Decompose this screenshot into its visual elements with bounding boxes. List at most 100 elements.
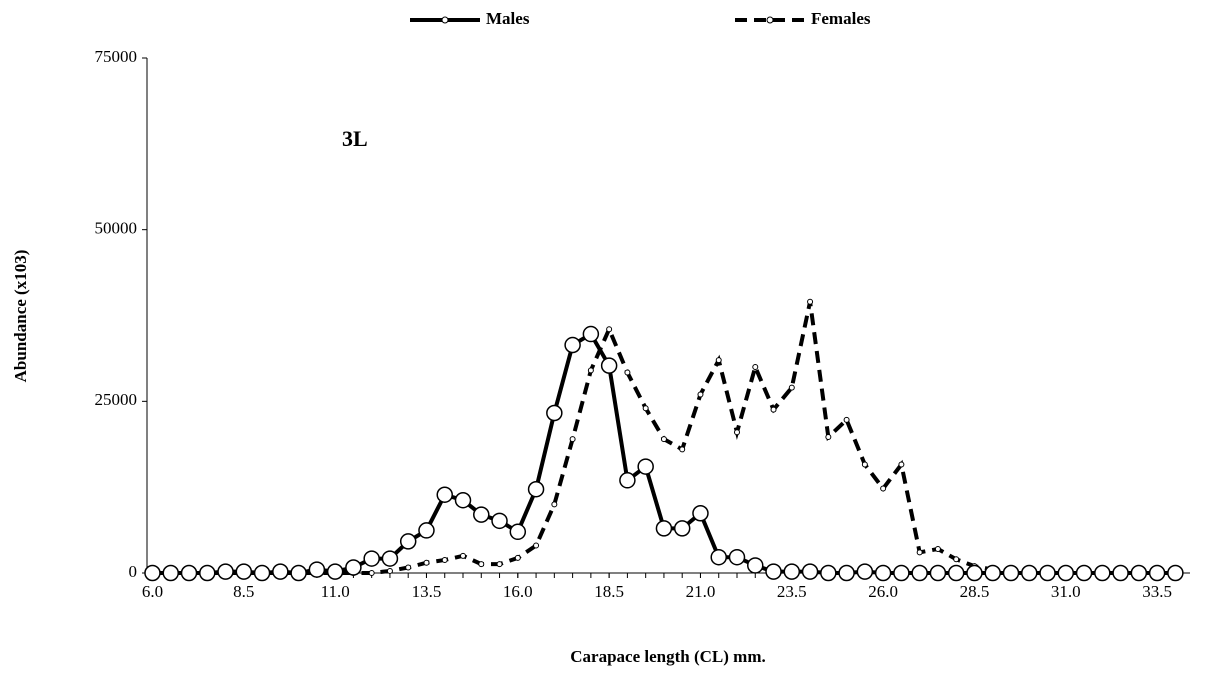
data-point [569,436,576,443]
data-point [838,564,855,582]
x-tick-label: 28.5 [960,582,990,601]
data-point [418,522,435,539]
data-point [144,564,161,582]
data-point [551,501,558,508]
data-point [436,486,453,503]
data-point [619,472,636,489]
data-point [478,561,485,568]
data-point [491,512,508,530]
data-point [710,548,727,566]
data-point [326,563,344,580]
data-point [1167,564,1184,582]
data-point [272,563,289,580]
data-point [770,406,777,413]
data-point [947,564,965,582]
x-axis-title: Carapace length (CL) mm. [570,647,765,666]
legend-label: Females [811,9,871,28]
data-point [874,564,892,582]
legend-label: Males [486,9,530,28]
data-point [820,564,837,582]
data-point [807,298,814,305]
data-point [880,485,887,492]
series-line [152,331,1176,576]
data-point [679,446,686,453]
y-tick-label: 75000 [95,47,138,66]
data-point [253,564,271,582]
data-point [441,556,448,563]
data-point [235,563,253,580]
data-point [934,545,941,552]
data-point [533,542,540,549]
x-tick-label: 33.5 [1142,582,1172,601]
data-point [893,564,910,582]
y-axis-title: Abundance (x103) [11,250,30,383]
x-tick-label: 11.0 [321,582,350,601]
data-point [527,480,545,498]
x-tick-label: 6.0 [142,582,163,601]
data-point [911,564,928,582]
data-point [564,336,581,354]
data-point [454,491,472,509]
data-point [692,505,709,522]
data-point [747,557,764,574]
data-point [929,564,947,582]
data-point [825,434,832,441]
data-point [509,523,527,541]
data-point [856,563,874,580]
data-point [368,570,375,576]
data-point [514,554,521,561]
data-point [405,564,412,571]
data-point [1075,564,1093,582]
data-point [363,550,380,567]
legend-marker [441,16,449,24]
data-point [290,564,307,582]
data-point [642,405,649,412]
data-point [1002,564,1020,582]
data-point [1130,564,1148,582]
data-point [399,533,417,550]
x-tick-label: 16.0 [503,582,533,601]
data-point [1112,564,1129,582]
data-point [1039,564,1056,582]
data-point [660,436,667,443]
data-point [1094,564,1111,582]
data-point [1021,564,1038,582]
data-point [752,364,759,370]
data-point [587,367,594,374]
data-point [473,506,490,523]
data-point [861,461,868,468]
data-point [765,563,782,580]
data-point [345,559,362,576]
data-point [199,564,216,582]
data-point [423,559,430,566]
data-point [697,391,704,398]
data-point [728,548,746,566]
y-tick-label: 50000 [95,219,138,238]
data-point [606,326,613,333]
x-tick-label: 13.5 [412,582,442,601]
data-point [733,429,740,436]
data-point [801,563,819,580]
data-point [953,556,960,563]
data-point [843,416,850,423]
x-tick-label: 18.5 [594,582,624,601]
data-point [984,564,1001,582]
data-point [898,461,905,468]
x-tick-label: 31.0 [1051,582,1081,601]
data-point [162,564,179,582]
data-point [655,520,673,537]
data-point [381,550,399,567]
data-point [496,561,503,568]
data-point [916,549,923,556]
y-tick-label: 25000 [95,390,138,409]
data-point [582,325,600,343]
data-point [600,357,618,374]
annotation: 3L [342,126,368,151]
data-point [217,563,234,580]
data-point [715,357,722,364]
x-tick-label: 23.5 [777,582,807,601]
data-point [386,567,393,574]
legend-marker [766,16,774,24]
data-point [1148,564,1166,582]
